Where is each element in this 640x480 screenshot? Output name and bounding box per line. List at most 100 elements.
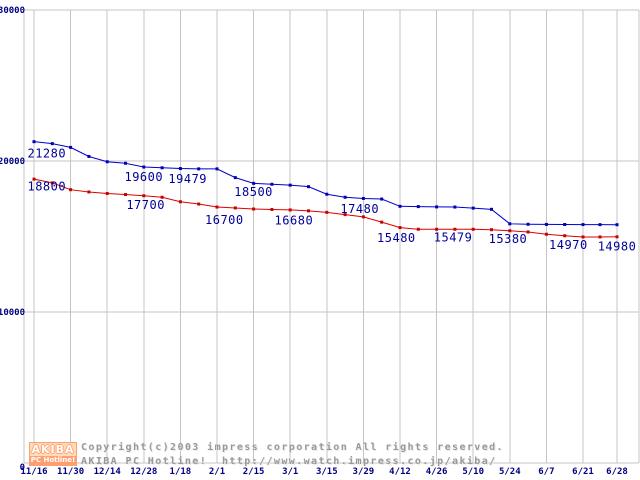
red-series-marker: [453, 227, 457, 231]
blue-series-marker: [416, 205, 420, 209]
red-series-marker: [471, 227, 475, 231]
y-axis-tick-label: 20000: [0, 157, 25, 167]
red-series-marker: [398, 226, 402, 230]
blue-series-marker: [398, 204, 402, 208]
blue-series-marker: [124, 161, 127, 165]
data-point-label: 15480: [377, 231, 416, 245]
x-axis-tick-label: 12/28: [130, 467, 157, 477]
red-series-marker: [361, 215, 365, 219]
blue-series-marker: [160, 166, 164, 170]
blue-series-marker: [526, 222, 530, 226]
red-series-marker: [325, 210, 329, 214]
blue-series-marker: [380, 197, 384, 201]
data-point-label: 18500: [234, 185, 273, 199]
blue-series-marker: [615, 223, 619, 227]
red-series-marker: [581, 235, 585, 239]
blue-series-marker: [361, 196, 365, 200]
y-axis-tick-label: 10000: [0, 308, 25, 318]
data-point-label: 18800: [27, 180, 66, 194]
blue-series-marker: [87, 154, 91, 158]
x-axis-tick-label: 6/28: [606, 467, 628, 477]
red-series-marker: [598, 235, 602, 239]
x-axis-tick-label: 6/21: [572, 467, 594, 477]
site-url-text: AKIBA PC Hotline! http://www.watch.impre…: [81, 456, 497, 467]
red-series-marker: [215, 205, 219, 209]
data-point-label: 16700: [205, 213, 244, 227]
red-series-marker: [69, 188, 73, 192]
x-axis-tick-label: 1/18: [170, 467, 192, 477]
data-point-label: 15380: [489, 232, 528, 246]
red-series-line: [33, 178, 618, 238]
akiba-logo-text: AKIBA: [31, 443, 75, 456]
red-series-marker: [87, 190, 91, 194]
x-axis-tick-label: 6/7: [538, 467, 554, 477]
blue-series-marker: [490, 207, 493, 211]
blue-series-marker: [32, 140, 36, 144]
y-axis-tick-label: 0: [20, 463, 25, 473]
x-axis-tick-label: 4/12: [389, 467, 411, 477]
red-series-marker: [343, 213, 347, 217]
blue-series-marker: [343, 195, 347, 199]
data-point-label: 17480: [340, 202, 379, 216]
red-series-marker: [544, 232, 548, 236]
blue-series-marker: [270, 182, 274, 186]
red-series-marker: [124, 193, 127, 197]
x-axis-tick-label: 5/24: [499, 467, 521, 477]
blue-series-marker: [508, 222, 512, 226]
blue-series-marker: [307, 185, 310, 189]
red-series-marker: [252, 207, 256, 211]
red-series-marker: [615, 235, 619, 239]
pc-hotline-logo-text: PC Hotline!: [30, 456, 76, 465]
data-point-label: 19479: [168, 172, 207, 186]
blue-series-marker: [252, 181, 256, 185]
red-series-marker: [416, 227, 420, 231]
x-axis-tick-label: 11/16: [20, 467, 47, 477]
blue-series-marker: [581, 223, 585, 227]
data-point-label: 19600: [124, 170, 163, 184]
x-axis-tick-label: 3/15: [316, 467, 338, 477]
red-series-marker: [197, 202, 201, 206]
data-point-label: 17700: [126, 198, 165, 212]
blue-series-marker: [563, 222, 567, 226]
red-series-marker: [508, 229, 512, 233]
data-point-label: 15479: [434, 231, 473, 245]
data-point-label: 14970: [549, 238, 588, 252]
red-series-marker: [380, 220, 384, 224]
data-point-label: 21280: [27, 146, 66, 160]
x-axis-tick-label: 12/14: [94, 467, 122, 477]
blue-series-marker: [178, 167, 182, 171]
blue-series-marker: [453, 205, 457, 209]
red-series-marker: [307, 209, 310, 213]
blue-series-marker: [105, 160, 109, 164]
x-axis-tick-label: 11/30: [57, 467, 84, 477]
red-series-marker: [526, 230, 530, 234]
blue-series-marker: [288, 183, 292, 187]
blue-series-marker: [215, 167, 219, 171]
blue-series-marker: [435, 205, 439, 209]
red-series-marker: [160, 195, 164, 199]
blue-series-marker: [598, 223, 602, 227]
blue-series-marker: [544, 222, 548, 226]
copyright-text: Copyright(c)2003 impress corporation All…: [81, 442, 504, 453]
blue-series-marker: [50, 142, 54, 146]
x-axis-tick-label: 3/1: [282, 467, 298, 477]
red-series-marker: [288, 208, 292, 212]
blue-series-marker: [233, 176, 237, 180]
red-series-marker: [233, 206, 237, 210]
blue-series-marker: [325, 192, 329, 196]
red-series-marker: [563, 234, 567, 238]
red-series-marker: [142, 194, 146, 198]
red-series-marker: [32, 177, 36, 181]
akiba-logo: AKIBA PC Hotline!: [29, 442, 77, 466]
x-axis-tick-label: 2/15: [243, 467, 265, 477]
red-series-marker: [490, 228, 493, 232]
x-axis-tick-label: 3/29: [353, 467, 375, 477]
red-series-marker: [178, 200, 182, 204]
red-series-marker: [435, 227, 439, 231]
data-point-label: 14980: [598, 239, 637, 253]
red-series-marker: [50, 181, 54, 185]
blue-series-marker: [69, 145, 73, 149]
x-axis-tick-label: 5/10: [462, 467, 484, 477]
